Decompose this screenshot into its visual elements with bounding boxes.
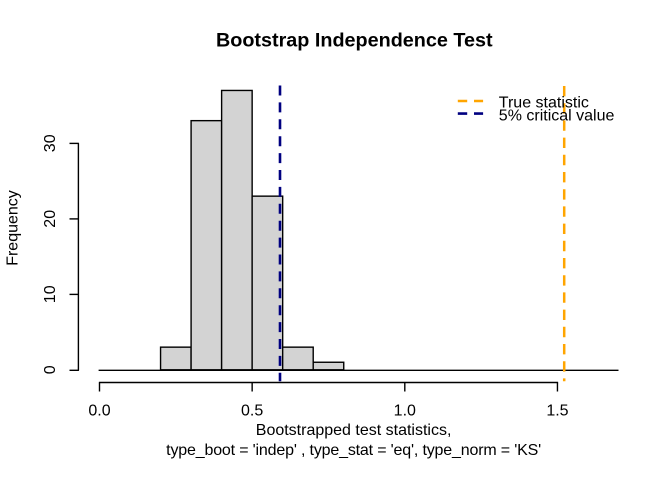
- svg-text:True statistic: True statistic: [499, 94, 589, 111]
- svg-text:type_boot = 'indep' , type_sta: type_boot = 'indep' , type_stat = 'eq', …: [166, 442, 541, 459]
- svg-text:0: 0: [42, 365, 59, 374]
- svg-text:0.0: 0.0: [88, 403, 110, 420]
- svg-text:Bootstrap Independence Test: Bootstrap Independence Test: [216, 30, 493, 52]
- svg-text:Frequency: Frequency: [5, 190, 22, 266]
- svg-text:20: 20: [42, 210, 59, 228]
- svg-text:1.0: 1.0: [394, 403, 416, 420]
- svg-text:0.5: 0.5: [241, 403, 263, 420]
- svg-text:5% critical value: 5% critical value: [499, 108, 615, 125]
- svg-text:10: 10: [42, 285, 59, 303]
- svg-text:Bootstrapped test statistics,: Bootstrapped test statistics,: [256, 422, 452, 439]
- svg-text:30: 30: [42, 134, 59, 152]
- svg-text:1.5: 1.5: [546, 403, 568, 420]
